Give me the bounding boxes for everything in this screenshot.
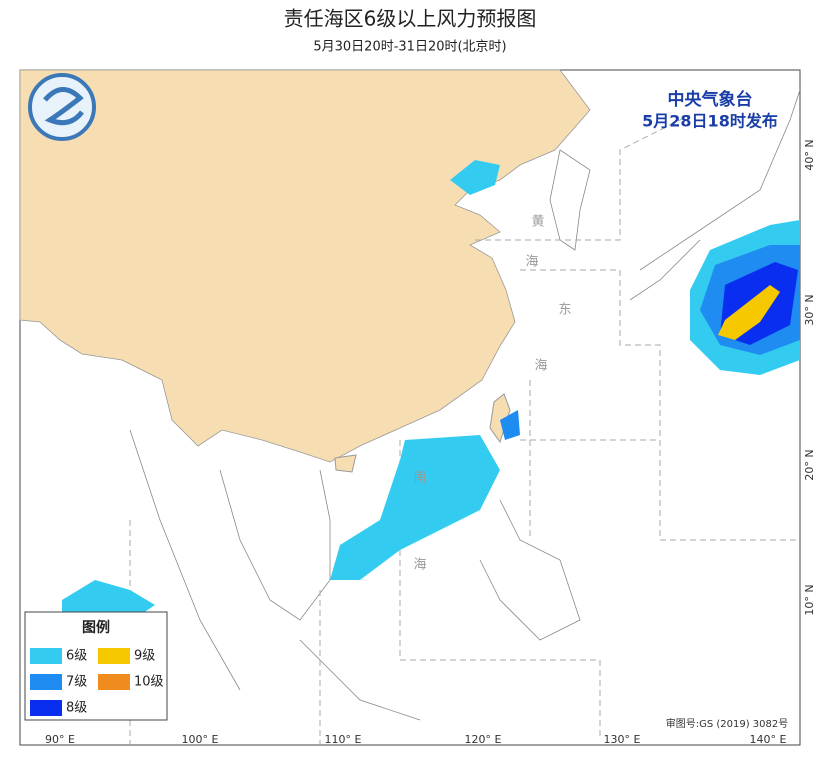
sea-label: 海 xyxy=(413,558,426,573)
latitude-label: 20° N xyxy=(803,449,816,480)
sea-label: 海 xyxy=(534,359,547,374)
legend-label: 8级 xyxy=(66,701,87,716)
longitude-label: 120° E xyxy=(465,733,502,746)
legend-label: 10级 xyxy=(134,675,164,690)
legend-swatch xyxy=(30,700,62,716)
longitude-label: 100° E xyxy=(182,733,219,746)
map-area: 中央气象台 5月28日18时发布 审图号:GS (2019) 3082号 图例 … xyxy=(19,69,801,746)
legend-swatch xyxy=(30,674,62,690)
wind-areas xyxy=(62,160,800,615)
issue-time: 5月28日18时发布 xyxy=(642,112,778,131)
longitude-label: 130° E xyxy=(604,733,641,746)
legend-swatch xyxy=(30,648,62,664)
approval-number: 审图号:GS (2019) 3082号 xyxy=(666,717,789,730)
hainan xyxy=(334,454,357,473)
sea-label: 黄 xyxy=(531,215,544,230)
coastlines xyxy=(129,89,801,721)
legend-title: 图例 xyxy=(82,619,110,636)
logo xyxy=(28,73,96,141)
agency: 中央气象台 xyxy=(668,89,753,110)
longitude-label: 140° E xyxy=(750,733,787,746)
title: 责任海区6级以上风力预报图 xyxy=(284,7,537,31)
legend-swatch xyxy=(98,674,130,690)
sea-label: 南 xyxy=(413,470,426,486)
latitude-label: 30° N xyxy=(803,294,816,325)
sea-label: 东 xyxy=(558,303,571,318)
latitude-label: 10° N xyxy=(803,584,816,615)
legend-label: 6级 xyxy=(66,649,87,664)
sea-label: 海 xyxy=(525,255,538,270)
legend-label: 9级 xyxy=(134,649,155,664)
longitude-label: 90° E xyxy=(45,733,75,746)
legend-swatch xyxy=(98,648,130,664)
subtitle: 5月30日20时-31日20时(北京时) xyxy=(313,40,506,55)
legend: 图例 6级 7级 8级 9级 10级 xyxy=(24,611,168,721)
legend-label: 7级 xyxy=(66,675,87,690)
latitude-label: 40° N xyxy=(803,139,816,170)
longitude-label: 110° E xyxy=(325,733,362,746)
